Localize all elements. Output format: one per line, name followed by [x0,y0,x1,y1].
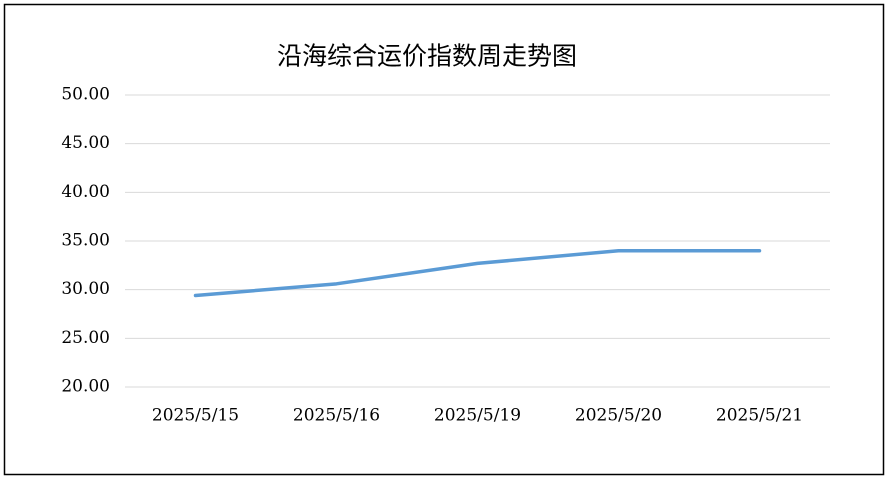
chart-border [3,3,885,476]
x-tick-label: 2025/5/16 [293,406,380,426]
y-tick-label: 25.00 [61,328,110,348]
y-tick-label: 35.00 [61,231,110,251]
y-tick-label: 40.00 [61,182,110,202]
x-tick-label: 2025/5/19 [434,406,521,426]
y-tick-label: 20.00 [61,377,110,397]
chart-title: 沿海综合运价指数周走势图 [277,42,577,71]
x-tick-label: 2025/5/15 [152,406,239,426]
y-tick-label: 50.00 [61,85,110,105]
line-series [193,248,762,298]
y-tick-label: 30.00 [61,279,110,299]
x-tick-label: 2025/5/21 [716,406,803,426]
x-tick-label: 2025/5/20 [575,406,662,426]
y-tick-label: 45.00 [61,133,110,153]
